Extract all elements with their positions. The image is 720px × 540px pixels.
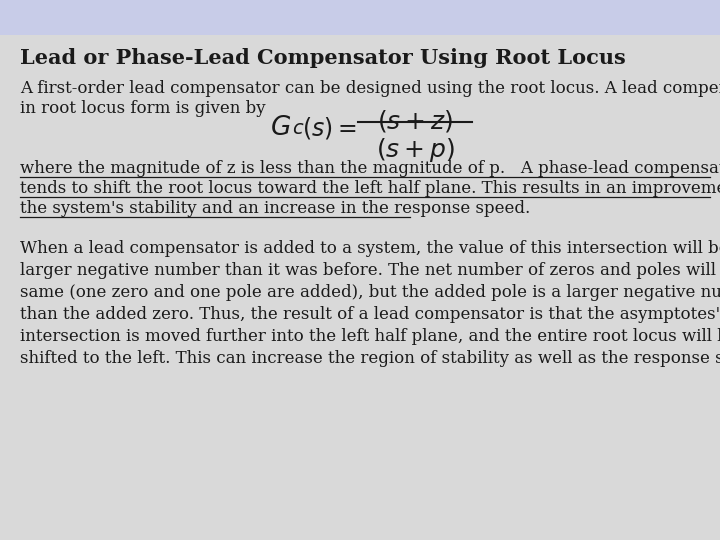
Text: same (one zero and one pole are added), but the added pole is a larger negative : same (one zero and one pole are added), … (20, 284, 720, 301)
Text: where the magnitude of z is less than the magnitude of p.   A phase-lead compens: where the magnitude of z is less than th… (20, 160, 720, 177)
Text: $(s) =$: $(s) =$ (302, 115, 356, 141)
Text: than the added zero. Thus, the result of a lead compensator is that the asymptot: than the added zero. Thus, the result of… (20, 306, 720, 323)
Text: larger negative number than it was before. The net number of zeros and poles wil: larger negative number than it was befor… (20, 262, 720, 279)
Text: in root locus form is given by: in root locus form is given by (20, 100, 266, 117)
Text: shifted to the left. This can increase the region of stability as well as the re: shifted to the left. This can increase t… (20, 350, 720, 367)
Text: intersection is moved further into the left half plane, and the entire root locu: intersection is moved further into the l… (20, 328, 720, 345)
Text: $(s + p)$: $(s + p)$ (376, 136, 454, 164)
Text: When a lead compensator is added to a system, the value of this intersection wil: When a lead compensator is added to a sy… (20, 240, 720, 257)
Text: tends to shift the root locus toward the left half plane. This results in an imp: tends to shift the root locus toward the… (20, 180, 720, 197)
Text: $G$: $G$ (270, 115, 291, 140)
Text: the system's stability and an increase in the response speed.: the system's stability and an increase i… (20, 200, 530, 217)
Text: A first-order lead compensator can be designed using the root locus. A lead comp: A first-order lead compensator can be de… (20, 80, 720, 97)
Text: $c$: $c$ (292, 120, 305, 138)
Bar (0, 0, 720, 35)
Text: $(s + z)$: $(s + z)$ (377, 108, 453, 134)
Text: Lead or Phase-Lead Compensator Using Root Locus: Lead or Phase-Lead Compensator Using Roo… (20, 48, 626, 68)
